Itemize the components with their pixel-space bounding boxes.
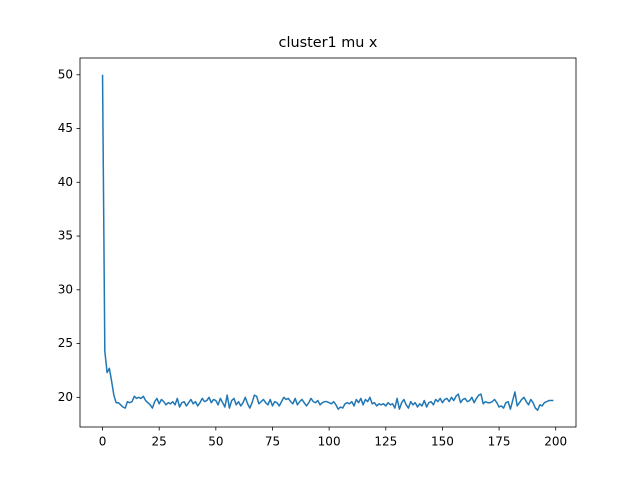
y-tick-label: 25: [58, 336, 73, 350]
chart-title: cluster1 mu x: [279, 35, 378, 51]
x-tick-label: 125: [374, 435, 397, 449]
y-tick-label: 35: [58, 229, 73, 243]
y-tick-label: 30: [58, 282, 73, 296]
x-tick-label: 0: [99, 435, 107, 449]
y-tick-label: 50: [58, 67, 73, 81]
y-tick-label: 45: [58, 121, 73, 135]
x-tick-label: 25: [152, 435, 167, 449]
x-tick-label: 50: [208, 435, 223, 449]
x-tick-label: 150: [431, 435, 454, 449]
axes-frame: [79, 57, 577, 428]
x-tick-label: 100: [318, 435, 341, 449]
y-tick-label: 40: [58, 175, 73, 189]
data-line: [101, 74, 554, 411]
x-tick-label: 175: [488, 435, 511, 449]
y-tick-label: 20: [58, 390, 73, 404]
x-tick-label: 75: [265, 435, 280, 449]
x-tick-label: 200: [544, 435, 567, 449]
